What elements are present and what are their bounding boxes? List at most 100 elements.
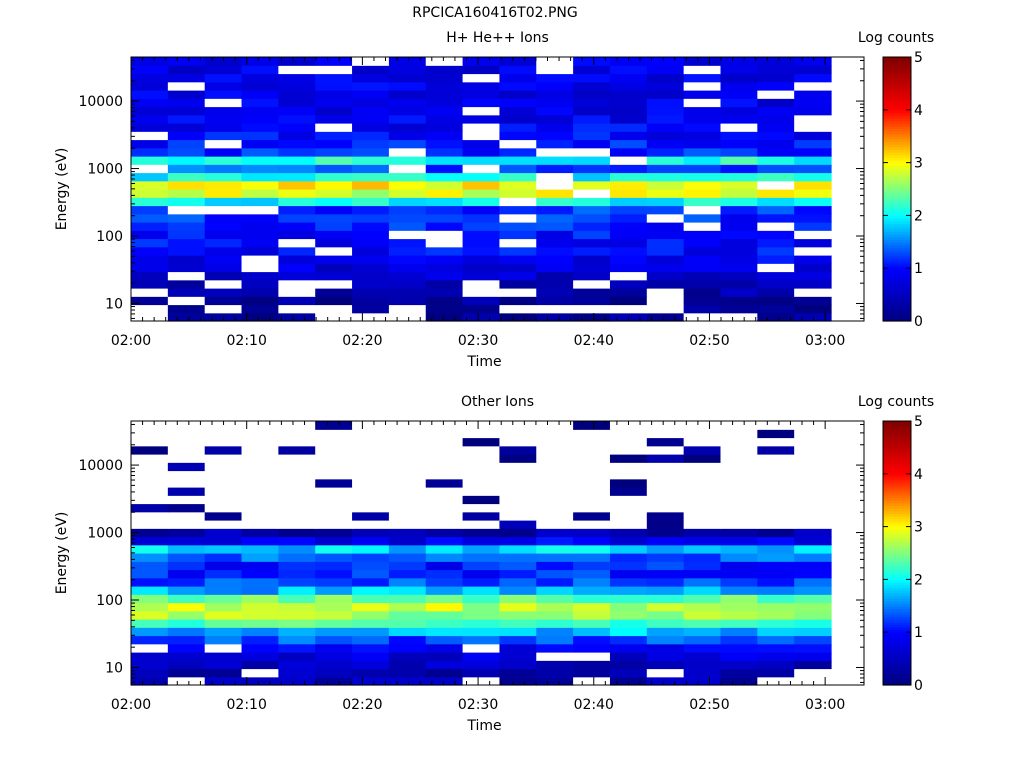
heatmap-cell — [167, 304, 206, 314]
heatmap-cell — [167, 594, 206, 604]
heatmap-cell — [499, 222, 537, 231]
heatmap-cell — [241, 57, 279, 66]
heatmap-cell — [204, 454, 243, 463]
heatmap-cell — [720, 304, 758, 314]
heatmap-cell — [241, 180, 279, 190]
heatmap-cell — [573, 627, 611, 637]
heatmap-cell — [352, 561, 390, 571]
heatmap-cell — [499, 279, 537, 289]
heatmap-cell — [462, 660, 501, 670]
heatmap-cell — [794, 81, 832, 91]
heatmap-cell — [683, 652, 722, 661]
heatmap-cell — [646, 156, 685, 165]
heatmap-cell — [573, 65, 611, 75]
heatmap-cell — [757, 528, 795, 538]
heatmap-cell — [204, 156, 243, 165]
heatmap-cell — [278, 238, 316, 248]
heatmap-cell — [720, 487, 758, 496]
page-title: RPCICA160416T02.PNG — [412, 5, 578, 21]
heatmap-cell — [499, 205, 537, 215]
colorbar-segment — [883, 621, 911, 625]
heatmap-cell — [794, 660, 832, 670]
heatmap-cell — [683, 553, 722, 562]
heatmap-cell — [646, 470, 685, 480]
heatmap-cell — [167, 263, 206, 273]
heatmap-cell — [131, 197, 169, 207]
heatmap-cell — [683, 627, 722, 637]
heatmap-cell — [131, 544, 169, 554]
heatmap-cell — [757, 147, 795, 157]
heatmap-cell — [683, 561, 722, 571]
heatmap-cell — [462, 421, 501, 430]
colorbar-segment — [883, 471, 911, 475]
heatmap-cell — [204, 652, 243, 661]
heatmap-cell — [425, 429, 464, 439]
colorbar-label: Log counts — [858, 394, 934, 410]
heatmap-cell — [315, 123, 353, 132]
heatmap-cell — [278, 172, 316, 182]
heatmap-cell — [646, 288, 685, 297]
heatmap-cell — [462, 296, 501, 306]
x-tick-label: 02:00 — [111, 697, 151, 713]
heatmap-cell — [536, 81, 574, 91]
heatmap-cell — [167, 586, 206, 595]
heatmap-cell — [131, 246, 169, 256]
heatmap-cell — [757, 255, 795, 264]
heatmap-cell — [757, 495, 795, 505]
heatmap-cell — [462, 288, 501, 297]
heatmap-cell — [388, 98, 427, 108]
heatmap-cell — [167, 668, 206, 678]
heatmap-cell — [573, 139, 611, 149]
heatmap-cell — [315, 602, 353, 612]
heatmap-cell — [609, 421, 648, 430]
heatmap-cell — [720, 164, 758, 174]
colorbar-segment — [883, 318, 911, 322]
panel-title: Other Ions — [461, 394, 534, 410]
heatmap-cell — [462, 106, 501, 116]
colorbar-segment — [883, 223, 911, 227]
colorbar-segment — [883, 597, 911, 602]
colorbar-segment — [883, 447, 911, 451]
heatmap-cell — [573, 279, 611, 289]
heatmap-cell — [131, 123, 169, 132]
heatmap-cell — [204, 528, 243, 538]
heatmap-cell — [683, 536, 722, 546]
heatmap-cell — [794, 123, 832, 132]
heatmap-cell — [609, 279, 648, 289]
heatmap-cell — [499, 197, 537, 207]
heatmap-cell — [794, 197, 832, 207]
heatmap-cell — [646, 536, 685, 546]
colorbar-segment — [883, 78, 911, 82]
heatmap-cell — [315, 98, 353, 108]
heatmap-cell — [499, 288, 537, 297]
heatmap-cell — [683, 577, 722, 587]
heatmap-cell — [499, 114, 537, 124]
heatmap-cell — [573, 478, 611, 488]
heatmap-cell — [757, 635, 795, 645]
heatmap-cell — [499, 230, 537, 240]
heatmap-cell — [573, 246, 611, 256]
heatmap-cell — [609, 635, 648, 645]
heatmap-cell — [462, 312, 501, 322]
heatmap-cell — [573, 172, 611, 182]
heatmap-cell — [425, 57, 464, 66]
colorbar-segment — [883, 202, 911, 206]
heatmap-cell — [462, 594, 501, 604]
colorbar-segment — [883, 231, 911, 235]
heatmap-cell — [131, 81, 169, 91]
heatmap-cell — [167, 230, 206, 240]
heatmap-cell — [388, 660, 427, 670]
heatmap-cell — [241, 503, 279, 513]
colorbar-segment — [883, 568, 911, 573]
heatmap-cell — [646, 213, 685, 223]
heatmap-cell — [536, 139, 574, 149]
heatmap-cell — [462, 668, 501, 678]
heatmap-cell — [499, 610, 537, 620]
heatmap-cell — [646, 172, 685, 182]
heatmap-cell — [388, 487, 427, 496]
heatmap-cell — [315, 577, 353, 587]
heatmap-cell — [315, 676, 353, 686]
heatmap-cell — [794, 238, 832, 248]
heatmap-cell — [794, 561, 832, 571]
heatmap-cell — [462, 511, 501, 521]
